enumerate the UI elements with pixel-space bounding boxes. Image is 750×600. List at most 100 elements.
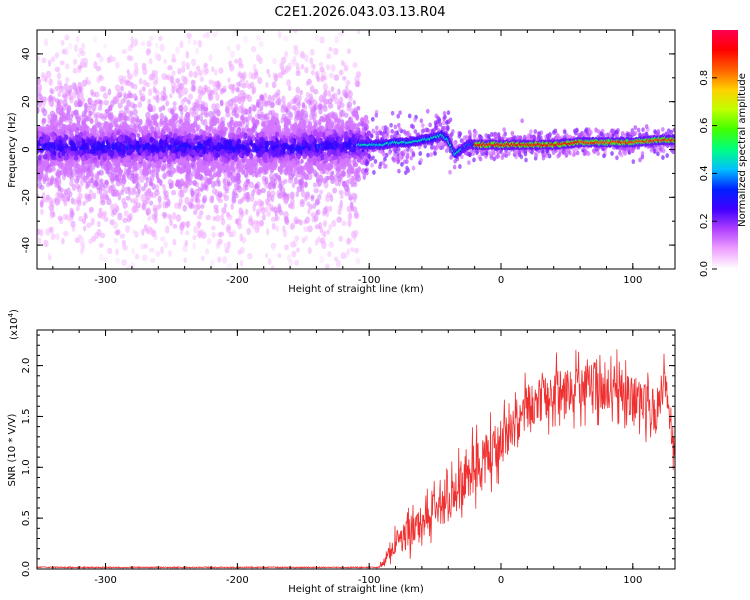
heatmap-cell [234, 58, 238, 64]
heatmap-cell [183, 130, 187, 136]
heatmap-cell [304, 136, 310, 141]
heatmap-cell [98, 242, 104, 248]
heatmap-cell [120, 85, 124, 92]
heatmap-cell [272, 57, 278, 65]
heatmap-cell [215, 152, 221, 159]
heatmap-cell [269, 163, 274, 170]
heatmap-cell [303, 226, 309, 232]
heatmap-cell [264, 140, 269, 148]
heatmap-cell [256, 35, 261, 41]
heatmap-cell [291, 153, 295, 159]
heatmap-cell [326, 229, 330, 235]
heatmap-cell [228, 64, 235, 72]
heatmap-cell [211, 231, 216, 239]
heatmap-cell [277, 30, 282, 39]
heatmap-cell [325, 131, 329, 137]
heatmap-cell [118, 136, 123, 142]
heatmap-cell [54, 85, 60, 92]
heatmap-cell [55, 171, 61, 179]
heatmap-cell [99, 232, 106, 239]
heatmap-cell [143, 224, 148, 232]
heatmap-cell [80, 178, 84, 187]
heatmap-cell [310, 62, 315, 69]
heatmap-cell [342, 141, 346, 148]
heatmap-cell [39, 185, 45, 191]
heatmap-cell [343, 64, 349, 72]
heatmap-cell [121, 259, 127, 267]
heatmap-cell [230, 165, 234, 170]
heatmap-cell [37, 83, 43, 90]
heatmap-cell [185, 111, 191, 118]
heatmap-cell [323, 99, 329, 105]
heatmap-cell [246, 227, 251, 236]
heatmap-cell [283, 197, 289, 205]
heatmap-cell [257, 113, 261, 120]
heatmap-cell [77, 100, 83, 108]
heatmap-cell [57, 135, 61, 141]
heatmap-cell [277, 252, 282, 259]
heatmap-cell [353, 123, 359, 130]
heatmap-cell [271, 94, 276, 102]
heatmap-cell [115, 61, 120, 69]
heatmap-cell [99, 159, 104, 167]
heatmap-cell [217, 198, 223, 204]
heatmap-cell [179, 40, 184, 49]
heatmap-cell [269, 176, 274, 184]
heatmap-cell [346, 101, 353, 108]
heatmap-cell [56, 72, 62, 80]
heatmap-cell [338, 235, 344, 242]
heatmap-cell [206, 237, 212, 245]
heatmap-cell [178, 82, 185, 90]
heatmap-cell [243, 132, 248, 140]
heatmap-cell [195, 126, 200, 132]
heatmap-cell [76, 134, 81, 142]
heatmap-cell [183, 142, 187, 149]
heatmap-cell [154, 154, 159, 162]
heatmap-cell [275, 99, 280, 106]
heatmap-cell [283, 178, 288, 184]
heatmap-cell [150, 257, 156, 264]
heatmap-cell [59, 60, 65, 66]
heatmap-cell [257, 198, 262, 207]
heatmap-cell [86, 153, 90, 159]
heatmap-cell [148, 74, 153, 82]
heatmap-cell [355, 132, 360, 140]
heatmap-cell [306, 78, 312, 86]
heatmap-cell [177, 67, 182, 75]
heatmap-cell [142, 68, 148, 75]
heatmap-cell [96, 76, 101, 84]
heatmap-cell [168, 250, 172, 258]
heatmap-cell [259, 94, 264, 101]
heatmap-cell [253, 165, 258, 171]
heatmap-cell [96, 170, 101, 176]
heatmap-cell [97, 105, 103, 111]
heatmap-cell [306, 201, 311, 207]
heatmap-cell [143, 243, 148, 249]
heatmap-cell [159, 118, 164, 126]
heatmap-cell [343, 112, 349, 118]
heatmap-cell [178, 104, 184, 112]
heatmap-cell [126, 69, 130, 75]
heatmap-cell [234, 192, 239, 199]
heatmap-cell [216, 109, 221, 117]
heatmap-cell [202, 160, 207, 166]
heatmap-cell [211, 66, 215, 73]
heatmap-cell [284, 50, 289, 58]
heatmap-cell [64, 155, 69, 161]
heatmap-cell [258, 219, 264, 227]
heatmap-cell [71, 226, 76, 232]
heatmap-cell [155, 250, 161, 257]
heatmap-cell [117, 165, 122, 173]
heatmap-cell [86, 222, 92, 229]
heatmap-cell [203, 62, 208, 68]
heatmap-cell [113, 202, 118, 210]
heatmap-cell [309, 57, 314, 65]
heatmap-cell [307, 246, 312, 254]
heatmap-cell [169, 93, 173, 99]
heatmap-cell [332, 160, 337, 165]
heatmap-cell [350, 175, 356, 181]
heatmap-cell [199, 210, 204, 216]
heatmap-cell [250, 45, 257, 53]
heatmap-cell [270, 101, 275, 109]
heatmap-cell [169, 219, 173, 227]
